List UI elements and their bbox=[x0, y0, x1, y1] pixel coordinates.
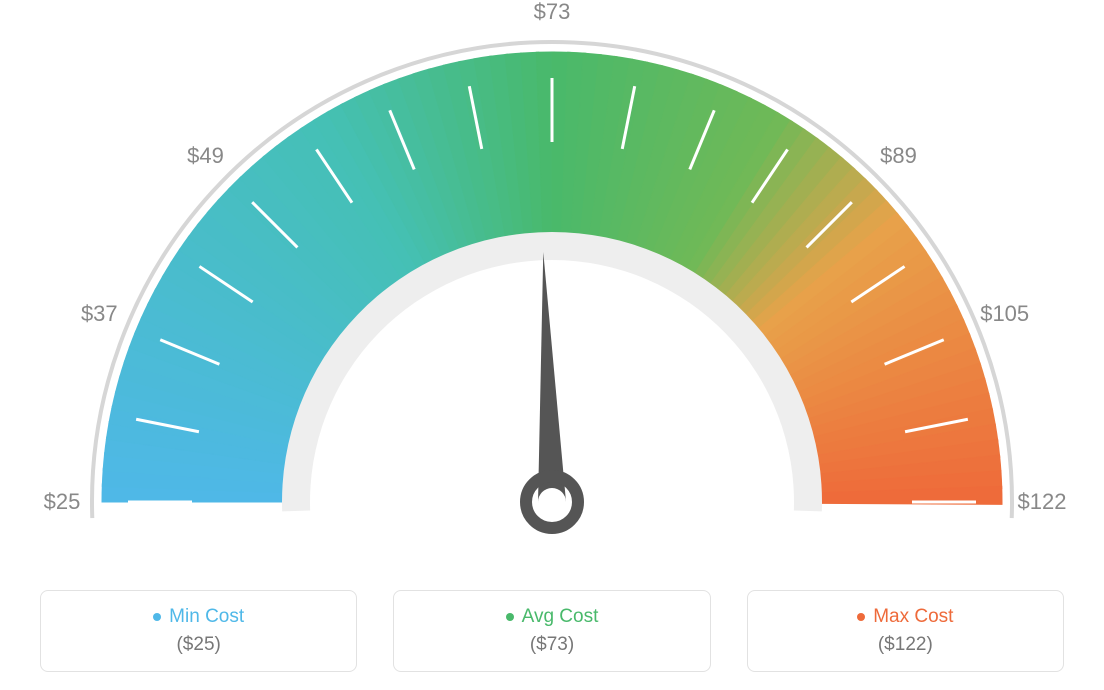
gauge-tick-label: $89 bbox=[880, 143, 917, 169]
legend-max: Max Cost ($122) bbox=[747, 590, 1064, 672]
legend-max-header: Max Cost bbox=[857, 606, 953, 628]
legend-avg: Avg Cost ($73) bbox=[393, 590, 710, 672]
legend-avg-label: Avg Cost bbox=[522, 606, 599, 628]
gauge-tick-label: $37 bbox=[81, 301, 118, 327]
legend-min-label: Min Cost bbox=[169, 606, 244, 628]
gauge-chart-container: $25 $37 $49 $73 $89 $105 $122 Min Cost ($25) A… bbox=[0, 0, 1104, 690]
legend-max-label: Max Cost bbox=[873, 606, 953, 628]
legend-min-value: ($25) bbox=[176, 634, 220, 656]
gauge-tick-label: $73 bbox=[534, 0, 571, 25]
legend-min-header: Min Cost bbox=[153, 606, 244, 628]
gauge-tick-label: $105 bbox=[980, 301, 1029, 327]
legend-avg-dot-icon bbox=[506, 613, 514, 621]
gauge-tick-label: $25 bbox=[44, 489, 81, 515]
legend-max-value: ($122) bbox=[878, 634, 933, 656]
gauge: $25 $37 $49 $73 $89 $105 $122 bbox=[0, 0, 1104, 560]
gauge-tick-label: $122 bbox=[1018, 489, 1067, 515]
legend-avg-value: ($73) bbox=[530, 634, 574, 656]
gauge-svg bbox=[0, 0, 1104, 560]
legend-max-dot-icon bbox=[857, 613, 865, 621]
legend-min: Min Cost ($25) bbox=[40, 590, 357, 672]
gauge-tick-label: $49 bbox=[187, 143, 224, 169]
legend-avg-header: Avg Cost bbox=[506, 606, 599, 628]
legend-min-dot-icon bbox=[153, 613, 161, 621]
legend-row: Min Cost ($25) Avg Cost ($73) Max Cost (… bbox=[0, 590, 1104, 690]
